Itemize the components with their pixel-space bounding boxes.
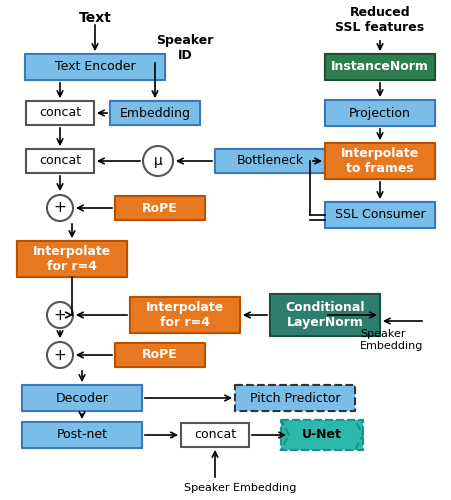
Text: +: + [54, 200, 66, 216]
Text: SSL Consumer: SSL Consumer [334, 208, 424, 222]
Circle shape [47, 195, 73, 221]
Text: concat: concat [39, 154, 81, 168]
FancyBboxPatch shape [25, 54, 165, 80]
Text: Post-net: Post-net [56, 428, 107, 442]
Circle shape [143, 146, 173, 176]
FancyBboxPatch shape [26, 101, 94, 125]
Text: Text Encoder: Text Encoder [55, 60, 135, 74]
FancyBboxPatch shape [235, 385, 354, 411]
Text: Interpolate
for r=4: Interpolate for r=4 [146, 301, 224, 329]
FancyBboxPatch shape [22, 385, 142, 411]
FancyBboxPatch shape [110, 101, 200, 125]
Text: Pitch Predictor: Pitch Predictor [249, 392, 340, 404]
Text: U-Net: U-Net [301, 428, 341, 442]
Circle shape [47, 302, 73, 328]
FancyBboxPatch shape [180, 423, 249, 447]
Text: U-Net: U-Net [304, 428, 339, 442]
Text: concat: concat [193, 428, 235, 442]
Text: Bottleneck: Bottleneck [236, 154, 303, 168]
FancyBboxPatch shape [130, 297, 239, 333]
Text: Decoder: Decoder [55, 392, 108, 404]
FancyBboxPatch shape [324, 100, 434, 126]
Polygon shape [281, 420, 362, 450]
FancyBboxPatch shape [269, 294, 379, 336]
Text: Projection: Projection [348, 106, 410, 120]
FancyBboxPatch shape [324, 202, 434, 228]
Text: Speaker
Embedding: Speaker Embedding [359, 329, 423, 351]
Text: Interpolate
to frames: Interpolate to frames [340, 147, 418, 175]
FancyBboxPatch shape [324, 143, 434, 179]
Text: +: + [54, 308, 66, 322]
Text: Embedding: Embedding [119, 106, 190, 120]
FancyBboxPatch shape [17, 241, 127, 277]
Text: Text: Text [78, 11, 111, 25]
Text: +: + [54, 348, 66, 362]
FancyBboxPatch shape [22, 422, 142, 448]
FancyBboxPatch shape [281, 420, 362, 450]
FancyBboxPatch shape [115, 196, 205, 220]
Text: Conditional
LayerNorm: Conditional LayerNorm [285, 301, 364, 329]
Text: Speaker
ID: Speaker ID [156, 34, 213, 62]
Text: μ: μ [153, 154, 162, 168]
Text: Interpolate
for r=4: Interpolate for r=4 [33, 245, 111, 273]
FancyBboxPatch shape [324, 54, 434, 80]
Text: InstanceNorm: InstanceNorm [330, 60, 428, 74]
Text: RoPE: RoPE [142, 202, 178, 214]
Text: concat: concat [39, 106, 81, 120]
FancyBboxPatch shape [26, 149, 94, 173]
Text: Speaker Embedding: Speaker Embedding [184, 483, 295, 493]
Text: RoPE: RoPE [142, 348, 178, 362]
FancyBboxPatch shape [215, 149, 324, 173]
Circle shape [47, 342, 73, 368]
Text: Reduced
SSL features: Reduced SSL features [335, 6, 423, 34]
FancyBboxPatch shape [115, 343, 205, 367]
